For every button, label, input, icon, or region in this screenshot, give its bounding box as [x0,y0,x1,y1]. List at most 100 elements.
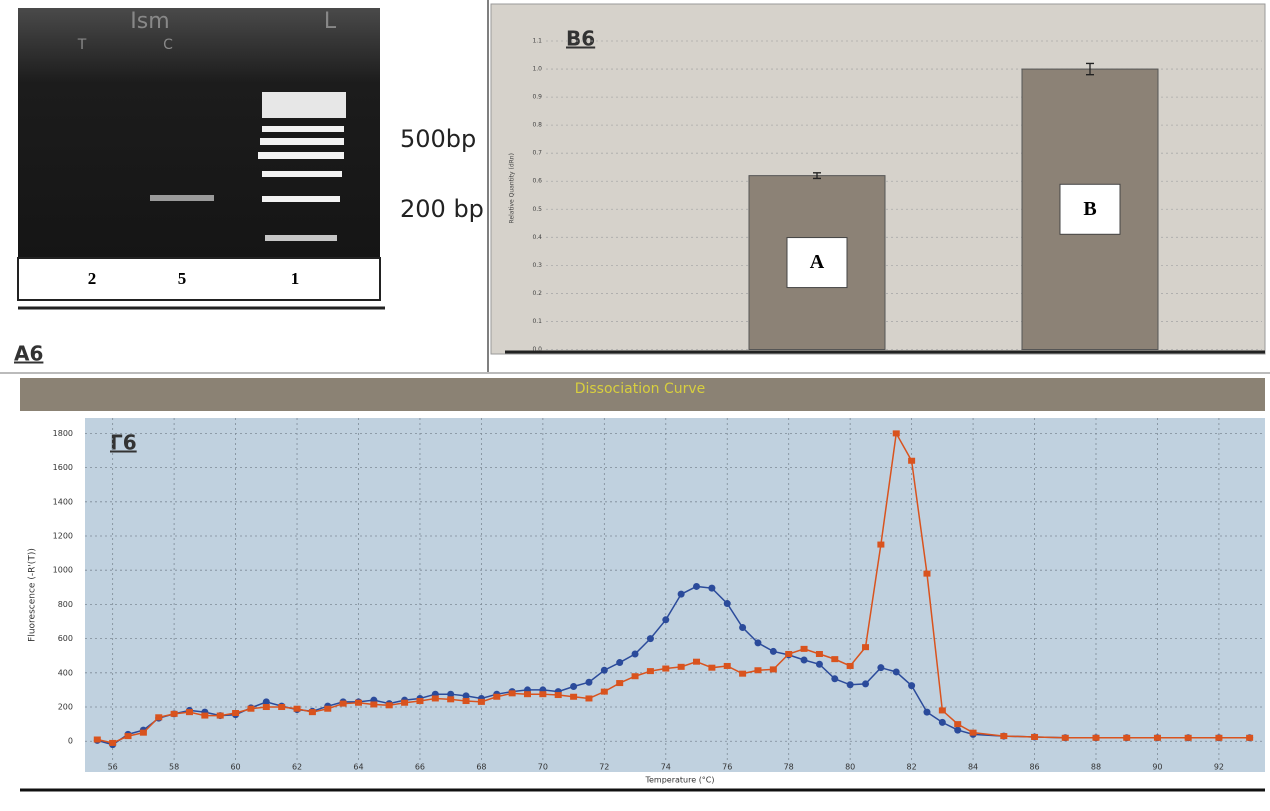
point [94,737,101,743]
point [616,659,623,666]
x-tick-label: 76 [722,763,732,772]
point [724,600,731,607]
point [1185,735,1192,741]
point [1000,733,1007,739]
point [125,733,132,739]
point [954,727,961,734]
point [816,651,823,657]
x-tick-label: 68 [476,763,486,772]
point [908,458,915,464]
band [265,235,337,241]
header: Dissociation Curve [575,381,706,397]
point [478,699,485,705]
point [109,740,116,746]
y-tick-label: 800 [58,600,73,609]
point [862,680,869,687]
point [662,616,669,623]
y-tick-label: 1.0 [532,66,542,73]
point [862,644,869,650]
point [570,694,577,700]
point [1154,735,1161,741]
point [463,698,470,704]
point [893,668,900,675]
point [801,656,808,663]
lane-number: 1 [291,269,300,288]
y-axis-label: Fluorescence (-R'(T)) [28,548,38,642]
point [263,704,270,710]
x-tick-label: 64 [353,763,363,772]
y-tick-label: 0.0 [532,346,542,353]
point [386,702,393,708]
point [708,665,715,671]
point [201,713,208,719]
point [893,430,900,436]
point [970,730,977,736]
y-tick-label: 0.2 [532,290,542,297]
point [647,635,654,642]
point [754,667,761,673]
chart-title: В6 [566,27,595,51]
band [262,92,346,118]
point [877,542,884,548]
point [601,689,608,695]
point [923,571,930,577]
x-tick-label: 62 [292,763,302,772]
point [939,719,946,726]
point [278,704,285,710]
y-tick-label: 1200 [53,532,73,541]
point [632,651,639,658]
point [171,711,178,717]
y-tick-label: 1400 [53,497,73,506]
y-axis-label: Relative Quantity (dRn) [509,153,516,223]
point [877,664,884,671]
point [662,666,669,672]
point [370,701,377,707]
bar-label: A [810,251,825,273]
point [294,706,301,712]
x-tick-label: 82 [907,763,917,772]
x-tick-label: 88 [1091,763,1101,772]
point [155,714,162,720]
plot-area [85,418,1265,772]
y-tick-label: 1000 [53,566,73,575]
point [632,673,639,679]
band [262,126,344,132]
y-tick-label: 0.7 [532,150,542,157]
y-tick-label: 0.5 [532,206,542,213]
gel-lane-label: C [163,37,173,53]
x-tick-label: 74 [661,763,671,772]
point [1215,735,1222,741]
y-tick-label: 0.8 [532,122,542,129]
point [785,651,792,657]
point [1246,735,1253,741]
marker-label: 500bp [400,125,476,153]
x-tick-label: 86 [1029,763,1039,772]
point [847,663,854,669]
point [1031,734,1038,740]
x-tick-label: 60 [230,763,240,772]
point [309,709,316,715]
x-tick-label: 56 [108,763,118,772]
gel-image [18,8,380,258]
point [678,664,685,670]
y-tick-label: 600 [58,634,73,643]
point [754,639,761,646]
point [801,646,808,652]
gel-lane-label: T [77,37,87,53]
y-tick-label: 1.1 [532,38,542,45]
point [401,700,408,706]
point [1062,735,1069,741]
point [816,661,823,668]
y-tick-label: 400 [58,668,73,677]
marker-label: 200 bp [400,195,484,223]
point [324,706,331,712]
lane-number: 2 [88,269,97,288]
point [524,691,531,697]
chart-title: Г6 [110,431,137,455]
point [509,690,516,696]
point [1092,735,1099,741]
y-tick-label: 0 [68,737,73,746]
lane-number: 5 [178,269,187,288]
gel-top-label: L [324,9,337,34]
point [739,624,746,631]
